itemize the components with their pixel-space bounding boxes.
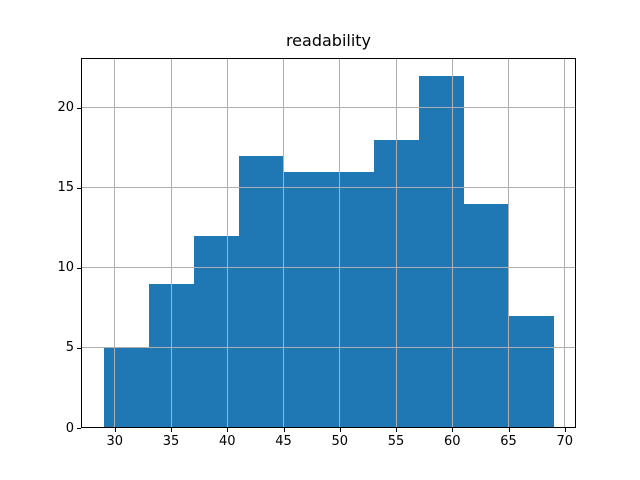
y-gridline [81, 107, 576, 109]
y-gridline [81, 187, 576, 189]
x-gridline [226, 58, 228, 428]
y-tick-mark [77, 187, 81, 189]
x-tick-mark [508, 428, 510, 432]
y-tick-mark [77, 107, 81, 109]
x-gridline [564, 58, 566, 428]
x-tick-mark [396, 428, 397, 432]
histogram-bar [283, 171, 329, 428]
y-tick-mark [77, 347, 81, 349]
x-tick-label: 45 [275, 434, 292, 449]
histogram-bar [238, 155, 284, 428]
x-tick-label: 50 [331, 434, 349, 449]
x-tick-mark [564, 428, 566, 432]
plot-area [81, 58, 576, 428]
x-tick-mark [283, 428, 285, 432]
histogram-bar [508, 315, 554, 428]
x-gridline [451, 58, 453, 428]
y-tick-mark [77, 267, 81, 269]
y-tick-label: 5 [65, 340, 74, 356]
y-tick-label: 15 [57, 180, 74, 196]
y-tick-label: 0 [65, 420, 74, 436]
y-gridline [81, 347, 576, 349]
x-tick-label: 30 [106, 434, 124, 449]
x-tick-mark [227, 428, 229, 432]
y-gridline [81, 267, 576, 269]
y-tick-label: 20 [57, 100, 74, 116]
histogram-bar [193, 235, 239, 428]
y-tick-mark [77, 428, 81, 429]
y-tick-label: 10 [57, 260, 74, 276]
x-gridline [508, 58, 509, 428]
x-tick-label: 65 [500, 434, 517, 449]
chart-title: readability [285, 31, 372, 50]
histogram-bar [463, 203, 509, 428]
histogram-bar [418, 75, 464, 428]
x-gridline [170, 58, 172, 428]
x-tick-label: 35 [162, 434, 180, 449]
x-tick-label: 60 [443, 434, 461, 449]
x-tick-label: 40 [218, 434, 236, 449]
x-tick-mark [452, 428, 454, 432]
histogram-bar [328, 171, 374, 428]
x-tick-label: 55 [387, 434, 405, 449]
x-tick-mark [114, 428, 116, 432]
x-tick-mark [339, 428, 341, 432]
x-gridline [339, 58, 341, 428]
x-gridline [283, 58, 284, 428]
histogram-bar [103, 347, 149, 428]
x-gridline [395, 58, 397, 428]
x-tick-label: 70 [556, 434, 574, 449]
x-gridline [114, 58, 116, 428]
x-tick-mark [171, 428, 172, 432]
